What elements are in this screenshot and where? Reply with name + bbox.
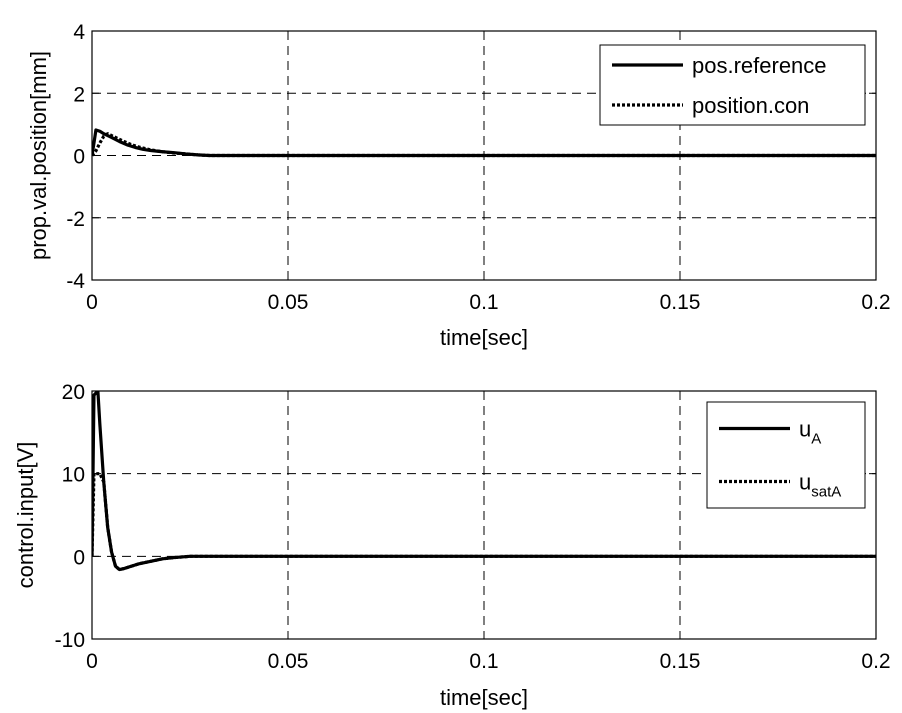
x-tick-label: 0: [86, 650, 98, 673]
position-subplot: 0 0.05 0.1 0.15 0.2 -4 -2 0 2 4 time[sec] prop.va…: [26, 21, 891, 350]
y-tick-label: -4: [66, 270, 85, 293]
x-tick-label: 0.2: [861, 291, 890, 314]
y-tick-label: 0: [73, 546, 85, 569]
x-tick-label: 0.1: [469, 291, 498, 314]
y-tick-label: 2: [73, 83, 85, 106]
y-tick-label: 0: [73, 146, 85, 169]
legend-entry-label: usatA: [799, 470, 841, 501]
y-tick-label: -10: [55, 629, 85, 652]
legend-entry-label: pos.reference: [692, 53, 827, 78]
legend-box: [706, 401, 866, 509]
x-tick-label: 0.15: [660, 650, 701, 673]
control-y-axis-label: control.input[V]: [13, 442, 38, 589]
x-tick-label: 0.1: [469, 650, 498, 673]
series-line-pos-reference: [92, 128, 876, 158]
position-series: [92, 128, 876, 158]
x-tick-label: 0.15: [660, 291, 701, 314]
position-y-axis-label: prop.val.position[mm]: [26, 51, 51, 260]
x-tick-label: 0.05: [268, 650, 309, 673]
control-x-axis-label: time[sec]: [440, 685, 528, 710]
x-tick-label: 0: [86, 291, 98, 314]
position-legend: pos.reference position.con: [599, 44, 866, 126]
position-x-axis-label: time[sec]: [440, 325, 528, 350]
y-tick-label: 20: [62, 381, 85, 404]
y-tick-label: 4: [73, 21, 85, 44]
x-tick-label: 0.2: [861, 650, 890, 673]
legend-box: [599, 44, 866, 126]
x-tick-label: 0.05: [268, 291, 309, 314]
y-tick-label: -2: [66, 208, 85, 231]
series-line-position-con: [92, 132, 876, 158]
y-tick-label: 10: [62, 464, 85, 487]
position-ticks: 0 0.05 0.1 0.15 0.2 -4 -2 0 2 4: [66, 21, 890, 314]
legend-entry-label: position.con: [692, 93, 809, 118]
